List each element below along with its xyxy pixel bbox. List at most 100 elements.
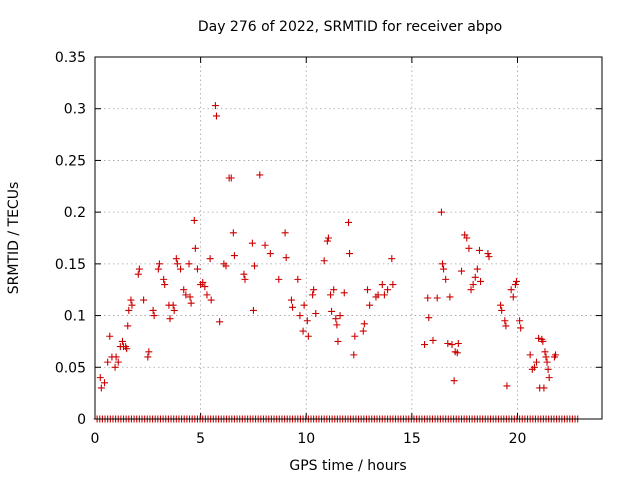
data-point <box>144 353 152 361</box>
data-point <box>250 262 258 270</box>
data-point <box>458 267 466 275</box>
data-point <box>421 341 429 349</box>
data-point <box>135 265 143 273</box>
data-point <box>517 324 525 332</box>
data-point <box>429 336 437 344</box>
y-tick-label: 0.05 <box>55 360 86 376</box>
data-point <box>101 379 109 387</box>
data-point <box>475 246 483 254</box>
chart-title: Day 276 of 2022, SRMTID for receiver abp… <box>198 19 502 35</box>
data-point <box>182 291 190 299</box>
data-point <box>448 341 456 349</box>
data-point <box>552 351 560 359</box>
data-point <box>533 358 541 366</box>
data-point <box>484 250 492 258</box>
data-point <box>206 255 214 263</box>
data-point <box>340 289 348 297</box>
data-point <box>312 310 320 318</box>
data-point <box>360 320 368 328</box>
x-tick-label: 20 <box>509 431 527 447</box>
data-point <box>140 296 148 304</box>
data-point <box>545 374 553 382</box>
data-point <box>502 322 510 330</box>
data-point <box>97 384 105 392</box>
data-point <box>230 252 238 260</box>
data-point <box>256 171 264 179</box>
y-tick-label: 0.15 <box>55 257 86 273</box>
data-point <box>384 286 392 294</box>
data-point <box>389 281 397 289</box>
data-point <box>180 286 188 294</box>
data-point <box>169 301 177 309</box>
data-point <box>364 286 372 294</box>
data-point <box>104 358 112 366</box>
data-point <box>433 294 441 302</box>
data-point <box>249 306 257 314</box>
data-point <box>497 301 505 309</box>
data-point <box>328 307 336 315</box>
data-point <box>123 345 131 353</box>
data-point <box>300 301 308 309</box>
grid-lines <box>95 57 602 419</box>
data-point <box>199 278 207 286</box>
data-point <box>359 327 367 335</box>
data-point <box>125 306 133 314</box>
data-point <box>281 229 289 237</box>
data-point <box>446 293 454 301</box>
data-point <box>172 255 180 263</box>
data-point <box>266 250 274 258</box>
data-point <box>261 241 269 249</box>
data-point <box>211 102 219 110</box>
data-point <box>378 281 386 289</box>
data-point <box>437 208 445 216</box>
data-point <box>149 306 157 314</box>
data-point <box>327 291 335 299</box>
data-point <box>227 174 235 182</box>
data-point <box>543 358 551 366</box>
data-point <box>425 314 433 322</box>
data-point <box>542 353 550 361</box>
data-point <box>454 339 462 347</box>
data-point <box>471 273 479 281</box>
data-point <box>469 281 477 289</box>
data-point <box>450 377 458 385</box>
data-point <box>323 237 331 245</box>
data-point <box>173 260 181 268</box>
y-tick-label: 0 <box>77 412 86 428</box>
data-point <box>154 265 162 273</box>
data-point <box>287 296 295 304</box>
data-point <box>503 382 511 390</box>
data-point <box>501 317 509 325</box>
data-point <box>190 216 198 224</box>
data-point <box>509 293 517 301</box>
data-point <box>467 286 475 294</box>
data-point <box>351 332 359 340</box>
data-point <box>346 250 354 258</box>
data-point <box>465 244 473 252</box>
data-point <box>118 337 126 345</box>
data-point <box>440 265 448 273</box>
data-point <box>345 218 352 226</box>
data-point <box>145 348 153 356</box>
data-point <box>240 270 248 278</box>
data-point <box>229 229 237 237</box>
data-point <box>507 286 515 294</box>
data-point <box>424 294 432 302</box>
data-point <box>170 306 178 314</box>
data-point <box>539 337 547 345</box>
data-point <box>222 262 230 270</box>
x-tick-label: 5 <box>196 431 205 447</box>
data-point <box>177 265 185 273</box>
data-point <box>473 265 481 273</box>
data-point <box>540 384 548 392</box>
data-point <box>333 321 341 329</box>
data-point <box>187 299 195 307</box>
plot-frame <box>94 56 603 420</box>
data-point <box>541 348 549 356</box>
data-point <box>304 332 312 340</box>
data-point <box>248 239 256 247</box>
data-point <box>150 312 158 320</box>
x-tick-label: 10 <box>297 431 315 447</box>
data-point <box>216 318 224 326</box>
